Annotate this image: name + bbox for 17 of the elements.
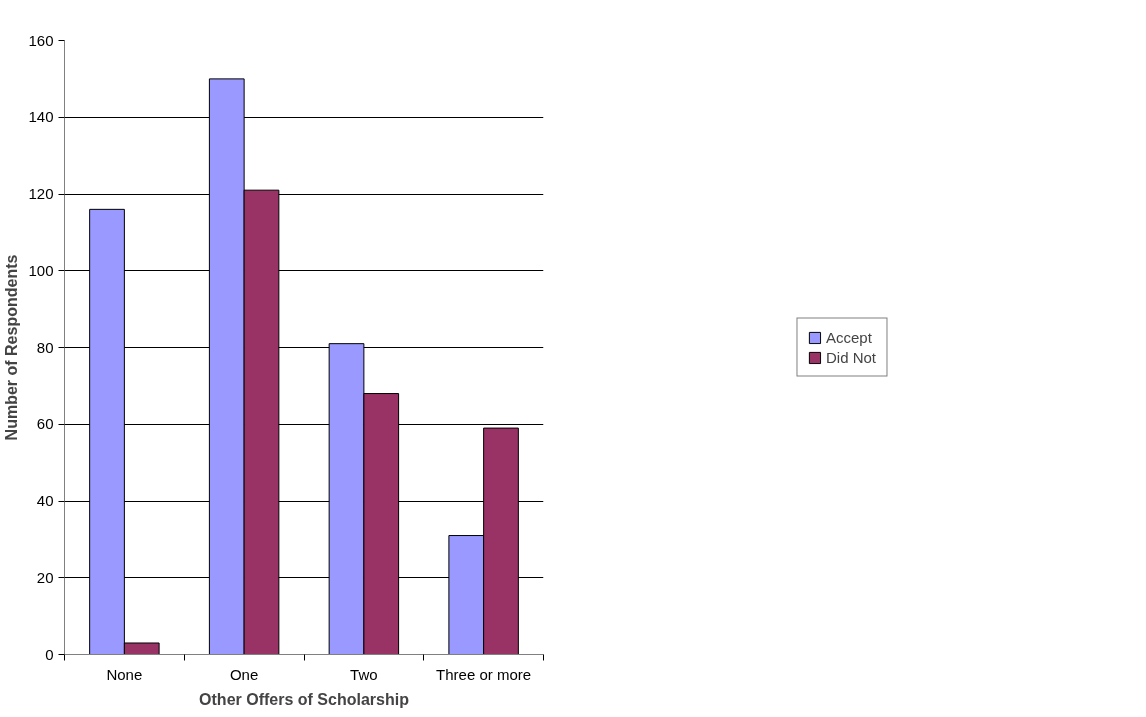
x-axis-title: Other Offers of Scholarship: [199, 690, 410, 708]
legend-label: Did Not: [825, 348, 877, 366]
y-tick-label: 0: [45, 645, 54, 663]
legend-label: Accept: [825, 328, 872, 346]
y-tick-label: 120: [28, 185, 54, 202]
y-tick-label: 40: [36, 492, 54, 509]
y-tick-label: 100: [28, 261, 54, 279]
x-tick-label: Two: [350, 665, 378, 683]
x-tick-label: None: [106, 665, 143, 683]
y-tick-label: 160: [28, 31, 54, 49]
y-tick-label: 80: [36, 338, 54, 356]
y-tick-label: 20: [36, 568, 54, 586]
y-tick-label: 60: [36, 415, 54, 433]
y-axis-title: Number of Respondents: [3, 254, 21, 441]
y-tick-label: 140: [28, 108, 54, 126]
x-tick-label: One: [229, 665, 259, 683]
x-tick-label: Three or more: [436, 665, 532, 683]
